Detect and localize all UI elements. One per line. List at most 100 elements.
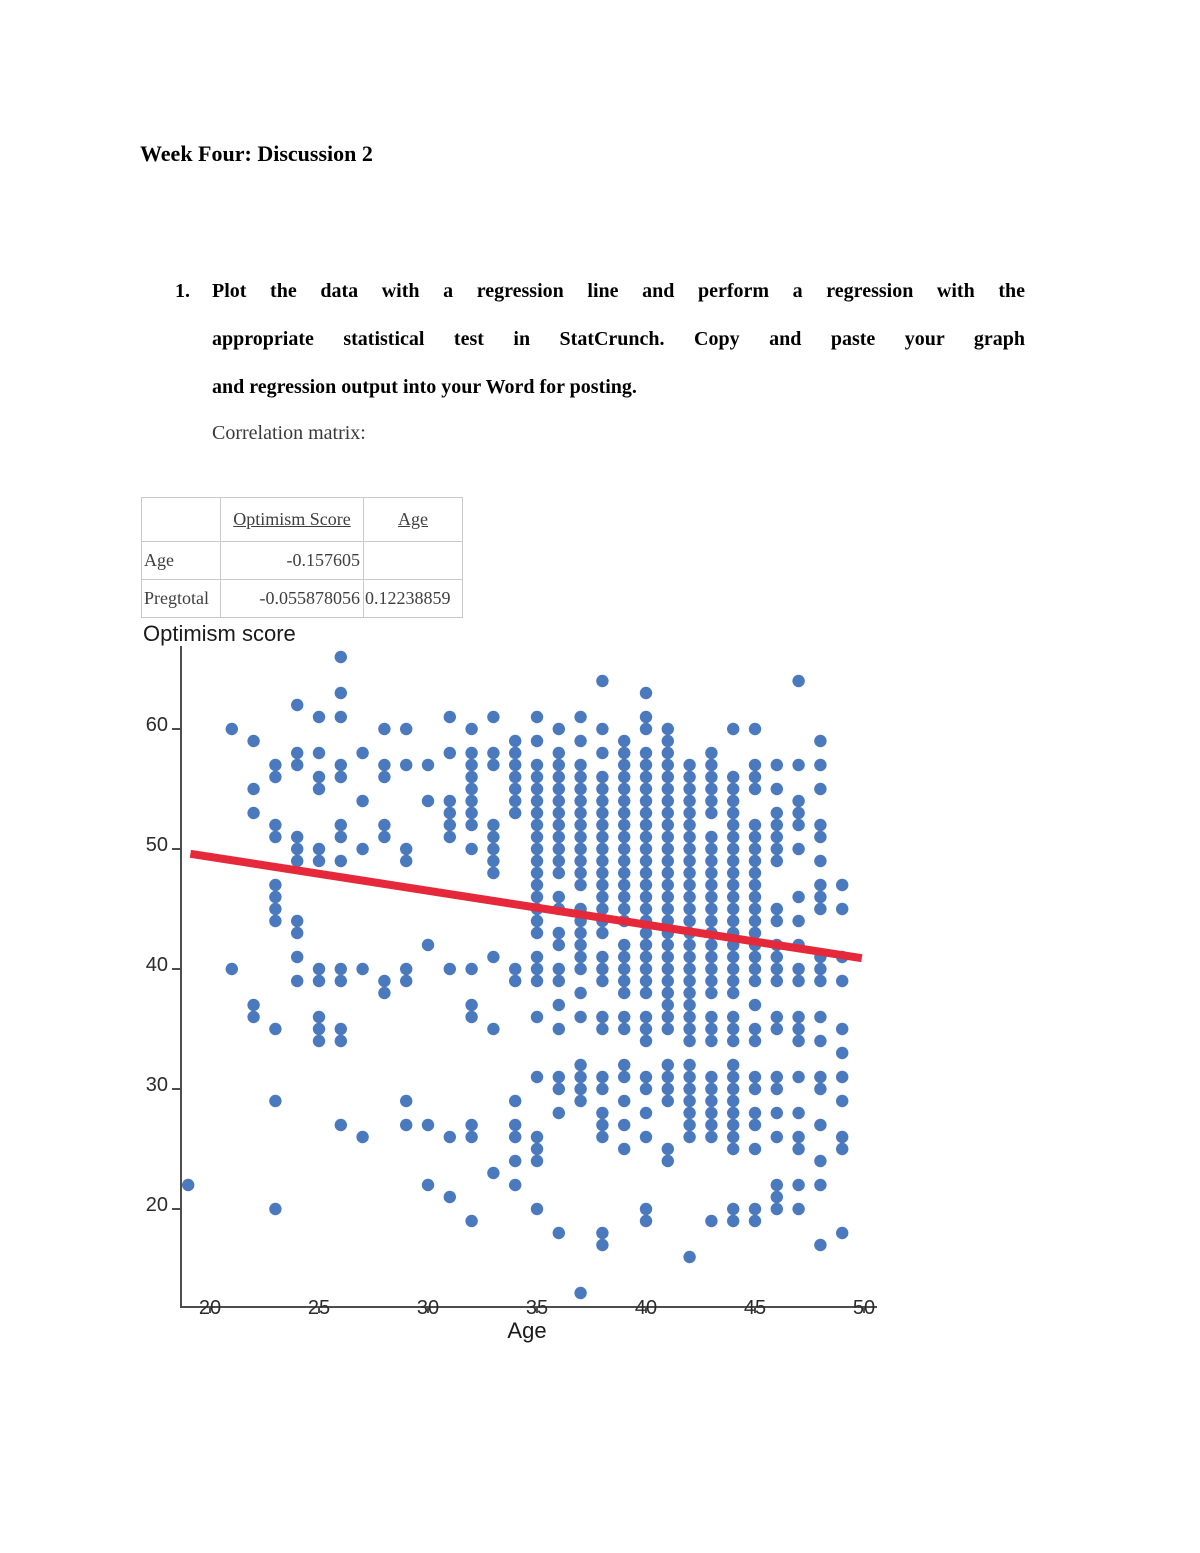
data-point <box>705 794 718 808</box>
data-point <box>552 1022 565 1036</box>
data-point <box>727 770 740 784</box>
data-point <box>618 1142 631 1156</box>
data-point <box>792 758 805 772</box>
data-point <box>574 1010 587 1024</box>
data-point <box>618 878 631 892</box>
data-point <box>705 746 718 760</box>
data-point <box>683 890 696 904</box>
data-point <box>465 758 478 772</box>
data-point <box>421 758 435 772</box>
data-point <box>639 1202 653 1216</box>
data-point <box>509 734 522 748</box>
data-point <box>683 1130 696 1144</box>
data-point <box>748 866 762 880</box>
x-axis-label: Age <box>507 1318 546 1343</box>
data-point <box>727 986 740 1000</box>
data-point <box>748 818 762 832</box>
data-point <box>487 830 500 844</box>
data-point <box>792 842 805 856</box>
data-point <box>596 854 609 868</box>
data-point <box>334 854 347 868</box>
data-point <box>530 926 544 940</box>
y-tick-label: 30 <box>146 1074 168 1096</box>
data-point <box>443 710 456 724</box>
data-point <box>836 1070 849 1084</box>
data-point <box>530 830 544 844</box>
data-point <box>748 1202 762 1216</box>
data-point <box>247 806 260 820</box>
data-point <box>683 1118 696 1132</box>
x-tick-label: 40 <box>635 1297 657 1319</box>
data-point <box>487 854 500 868</box>
data-point <box>661 1010 674 1024</box>
data-point <box>334 686 347 700</box>
data-point <box>596 830 609 844</box>
data-point <box>727 1130 740 1144</box>
data-point <box>814 818 827 832</box>
data-point <box>661 818 674 832</box>
data-point <box>683 1106 696 1120</box>
data-point <box>705 782 718 796</box>
data-point <box>574 854 587 868</box>
data-point <box>225 962 238 976</box>
data-point <box>705 1070 718 1084</box>
data-point <box>639 854 653 868</box>
data-point <box>618 806 631 820</box>
data-point <box>792 1142 805 1156</box>
data-point <box>269 902 282 916</box>
data-point <box>792 1130 805 1144</box>
data-point <box>639 1214 653 1228</box>
data-point <box>356 1130 369 1144</box>
y-tick-label: 40 <box>146 954 168 976</box>
data-point <box>356 842 369 856</box>
data-point <box>356 794 369 808</box>
data-point <box>269 770 282 784</box>
row-label-pregtotal: Pregtotal <box>141 579 221 618</box>
data-point <box>705 1130 718 1144</box>
data-point <box>291 746 304 760</box>
document-title: Week Four: Discussion 2 <box>140 141 373 166</box>
data-point <box>247 782 260 796</box>
data-point <box>814 962 827 976</box>
data-point <box>596 902 609 916</box>
data-point <box>225 722 238 736</box>
data-point <box>465 998 478 1012</box>
data-point <box>530 854 544 868</box>
data-point <box>727 830 740 844</box>
data-point <box>596 950 609 964</box>
x-tick-label: 35 <box>526 1297 548 1319</box>
data-point <box>683 866 696 880</box>
data-point <box>618 794 631 808</box>
data-point <box>574 1058 587 1072</box>
data-point <box>705 842 718 856</box>
data-point <box>836 1130 849 1144</box>
data-point <box>705 974 718 988</box>
data-point <box>291 698 304 712</box>
data-point <box>443 830 456 844</box>
scatter-plot: Optimism score 60 50 40 30 20 20 25 30 35 40 45 50 Ag… <box>130 612 900 1347</box>
data-point <box>683 1034 696 1048</box>
data-point <box>618 758 631 772</box>
data-point <box>552 1082 565 1096</box>
correlation-matrix-table: Optimism Score Age Age -0.157605 Pregtot… <box>141 497 463 618</box>
data-point <box>421 1178 435 1192</box>
data-point <box>487 710 500 724</box>
data-point <box>596 746 609 760</box>
data-point <box>596 890 609 904</box>
data-point <box>618 938 631 952</box>
data-point <box>727 842 740 856</box>
data-point <box>727 950 740 964</box>
data-point <box>727 914 740 928</box>
data-point <box>552 758 565 772</box>
data-point <box>727 866 740 880</box>
data-points <box>182 650 849 1300</box>
data-point <box>552 974 565 988</box>
data-point <box>705 1022 718 1036</box>
data-point <box>770 1022 783 1036</box>
data-point <box>727 1010 740 1024</box>
data-point <box>312 854 326 868</box>
data-point <box>705 938 718 952</box>
data-point <box>683 1070 696 1084</box>
data-point <box>574 986 587 1000</box>
data-point <box>836 878 849 892</box>
